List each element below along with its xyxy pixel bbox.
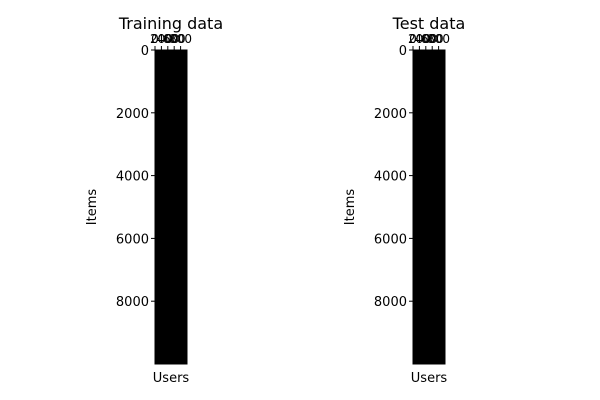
x-tick-label: 600: [163, 32, 186, 46]
x-tick-label: 400: [414, 32, 437, 46]
y-axis-label: Items: [85, 189, 100, 226]
y-tick-label: 2000: [116, 107, 149, 122]
y-tick-label: 4000: [116, 170, 149, 185]
x-tick-label: 0: [151, 32, 159, 46]
y-tick-label: 4000: [374, 170, 407, 185]
chart-title: Test data: [392, 14, 466, 33]
y-tick-label: 6000: [116, 232, 149, 247]
x-tick-label: 800: [169, 32, 192, 46]
x-tick-label: 200: [150, 32, 173, 46]
chart-title: Training data: [118, 14, 223, 33]
x-tick-label: 200: [408, 32, 431, 46]
y-tick-label: 8000: [116, 295, 149, 310]
x-tick-label: 800: [427, 32, 450, 46]
y-tick-label: 0: [399, 44, 407, 59]
y-axis-label: Items: [343, 189, 358, 226]
y-tick-label: 8000: [374, 295, 407, 310]
chart-panel-2: Test data Items Users 0 2000 4000 6000 8000 0200…: [343, 14, 465, 386]
matrix-image: [412, 49, 446, 365]
x-tick-label: 0: [409, 32, 417, 46]
y-tick-label: 0: [141, 44, 149, 59]
x-axis-label: Users: [411, 371, 448, 386]
y-tick-label: 6000: [374, 232, 407, 247]
chart-panel-1: Training dataItemsUsers02000400060008000…: [85, 14, 223, 386]
matrix-image: [154, 49, 188, 365]
x-tick-label: 600: [421, 32, 444, 46]
x-tick-label: 400: [156, 32, 179, 46]
y-tick-label: 2000: [374, 107, 407, 122]
x-axis-label: Users: [153, 371, 190, 386]
